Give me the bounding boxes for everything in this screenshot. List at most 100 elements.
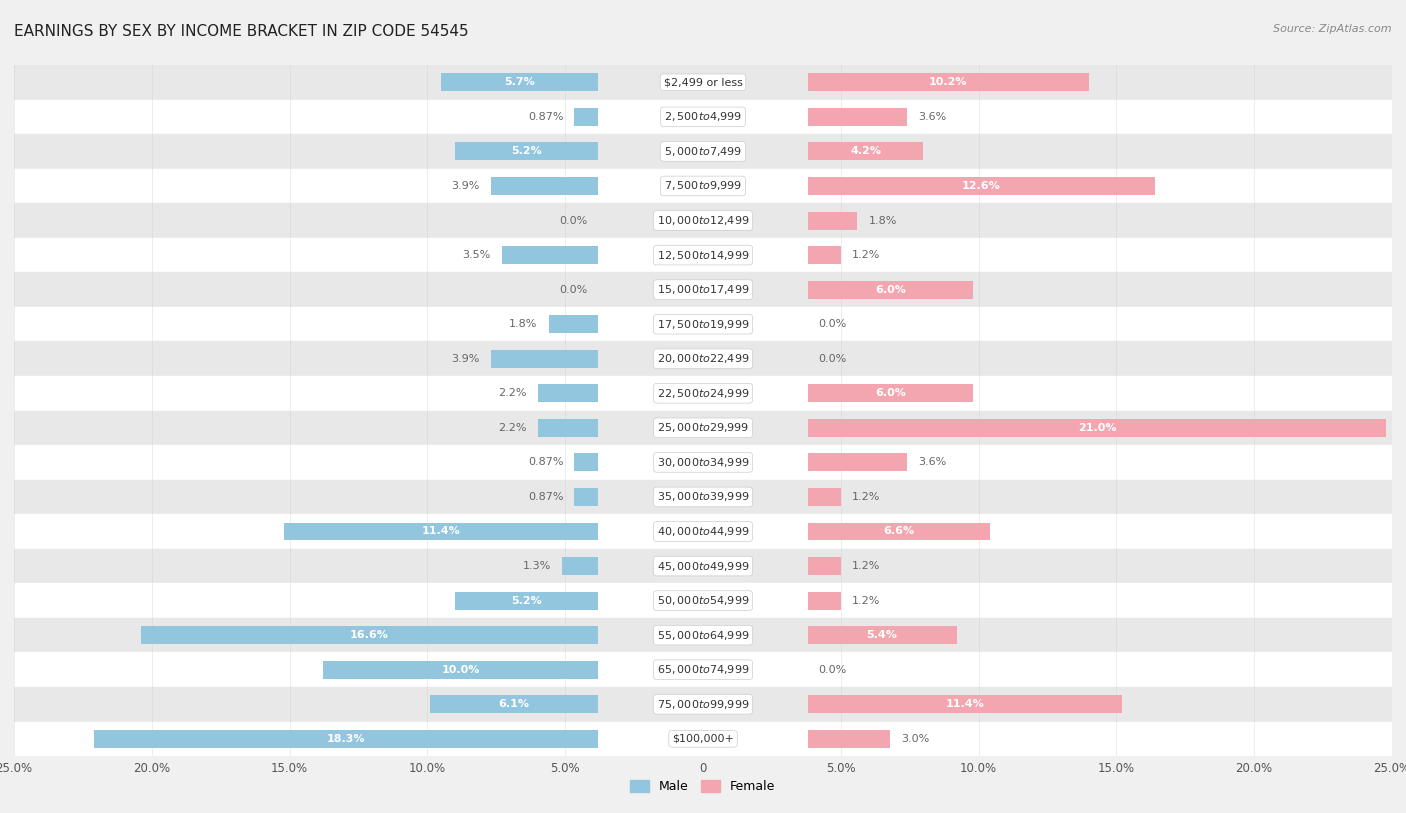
Text: 6.0%: 6.0% — [875, 285, 905, 294]
Text: 1.8%: 1.8% — [509, 320, 537, 329]
Bar — [430, 695, 599, 713]
Bar — [14, 65, 1392, 99]
Bar — [807, 523, 990, 541]
Legend: Male, Female: Male, Female — [626, 776, 780, 798]
Text: 11.4%: 11.4% — [422, 527, 461, 537]
Bar — [14, 652, 1392, 687]
Bar — [807, 488, 841, 506]
Text: 10.0%: 10.0% — [441, 665, 479, 675]
Text: $55,000 to $64,999: $55,000 to $64,999 — [657, 628, 749, 641]
Bar — [14, 687, 1392, 722]
Bar — [14, 515, 1392, 549]
Text: 6.6%: 6.6% — [883, 527, 914, 537]
Bar — [14, 446, 1392, 480]
Bar — [807, 695, 1122, 713]
Bar — [441, 73, 599, 91]
Text: 0.0%: 0.0% — [818, 665, 846, 675]
Text: $2,499 or less: $2,499 or less — [664, 77, 742, 87]
Text: 21.0%: 21.0% — [1078, 423, 1116, 433]
Bar — [807, 280, 973, 298]
Bar — [14, 618, 1392, 652]
Text: $5,000 to $7,499: $5,000 to $7,499 — [664, 145, 742, 158]
Bar — [14, 169, 1392, 203]
Bar — [807, 419, 1386, 437]
Text: $25,000 to $29,999: $25,000 to $29,999 — [657, 421, 749, 434]
Text: 2.2%: 2.2% — [498, 389, 527, 398]
Bar — [574, 454, 599, 472]
Bar — [807, 592, 841, 610]
Bar — [807, 557, 841, 575]
Bar — [807, 108, 907, 126]
Text: 1.2%: 1.2% — [852, 596, 880, 606]
Bar — [502, 246, 599, 264]
Text: 5.4%: 5.4% — [866, 630, 897, 640]
Text: 1.2%: 1.2% — [852, 250, 880, 260]
Text: $50,000 to $54,999: $50,000 to $54,999 — [657, 594, 749, 607]
Text: $40,000 to $44,999: $40,000 to $44,999 — [657, 525, 749, 538]
Text: $12,500 to $14,999: $12,500 to $14,999 — [657, 249, 749, 262]
Bar — [807, 177, 1154, 195]
Text: 0.87%: 0.87% — [527, 492, 564, 502]
Bar — [14, 584, 1392, 618]
Text: $20,000 to $22,499: $20,000 to $22,499 — [657, 352, 749, 365]
Text: 5.7%: 5.7% — [505, 77, 536, 87]
Bar — [491, 350, 599, 367]
Text: 18.3%: 18.3% — [326, 734, 366, 744]
Text: 3.5%: 3.5% — [463, 250, 491, 260]
Bar — [807, 246, 841, 264]
Text: $30,000 to $34,999: $30,000 to $34,999 — [657, 456, 749, 469]
Bar — [807, 730, 890, 748]
Text: $65,000 to $74,999: $65,000 to $74,999 — [657, 663, 749, 676]
Bar — [284, 523, 599, 541]
Bar — [14, 272, 1392, 307]
Bar — [14, 376, 1392, 411]
Bar — [456, 142, 599, 160]
Bar — [574, 488, 599, 506]
Text: 1.2%: 1.2% — [852, 561, 880, 571]
Bar — [537, 419, 599, 437]
Text: 0.0%: 0.0% — [560, 285, 588, 294]
Text: 0.0%: 0.0% — [818, 320, 846, 329]
Text: $7,500 to $9,999: $7,500 to $9,999 — [664, 180, 742, 193]
Text: $2,500 to $4,999: $2,500 to $4,999 — [664, 111, 742, 124]
Bar — [94, 730, 599, 748]
Text: 0.0%: 0.0% — [560, 215, 588, 225]
Text: $17,500 to $19,999: $17,500 to $19,999 — [657, 318, 749, 331]
Bar — [14, 411, 1392, 446]
Bar — [807, 626, 956, 644]
Bar — [574, 108, 599, 126]
Text: 1.3%: 1.3% — [523, 561, 551, 571]
Text: $22,500 to $24,999: $22,500 to $24,999 — [657, 387, 749, 400]
Text: 5.2%: 5.2% — [512, 596, 541, 606]
Bar — [14, 341, 1392, 376]
Text: $75,000 to $99,999: $75,000 to $99,999 — [657, 698, 749, 711]
Bar — [807, 73, 1088, 91]
Text: EARNINGS BY SEX BY INCOME BRACKET IN ZIP CODE 54545: EARNINGS BY SEX BY INCOME BRACKET IN ZIP… — [14, 24, 468, 39]
Bar — [807, 385, 973, 402]
Bar — [14, 203, 1392, 237]
Text: 5.2%: 5.2% — [512, 146, 541, 156]
Text: $10,000 to $12,499: $10,000 to $12,499 — [657, 214, 749, 227]
Text: 0.87%: 0.87% — [527, 112, 564, 122]
Text: 4.2%: 4.2% — [851, 146, 882, 156]
Text: $45,000 to $49,999: $45,000 to $49,999 — [657, 559, 749, 572]
Bar — [14, 722, 1392, 756]
Bar — [807, 211, 858, 229]
Bar — [14, 480, 1392, 515]
Text: $35,000 to $39,999: $35,000 to $39,999 — [657, 490, 749, 503]
Text: 0.0%: 0.0% — [818, 354, 846, 363]
Text: 3.6%: 3.6% — [918, 458, 946, 467]
Text: 2.2%: 2.2% — [498, 423, 527, 433]
Bar — [14, 307, 1392, 341]
Text: 3.9%: 3.9% — [451, 181, 479, 191]
Bar — [14, 549, 1392, 584]
Text: $100,000+: $100,000+ — [672, 734, 734, 744]
Text: 3.6%: 3.6% — [918, 112, 946, 122]
Text: 3.9%: 3.9% — [451, 354, 479, 363]
Text: 6.1%: 6.1% — [499, 699, 530, 709]
Text: 0.87%: 0.87% — [527, 458, 564, 467]
Bar — [14, 99, 1392, 134]
Text: 1.8%: 1.8% — [869, 215, 897, 225]
Bar — [537, 385, 599, 402]
Bar — [807, 454, 907, 472]
